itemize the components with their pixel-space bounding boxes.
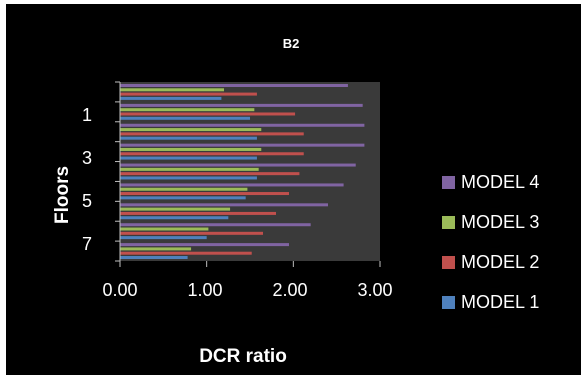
bar-model-1-floor-7 <box>120 236 207 240</box>
bar-model-2-floor-7 <box>120 231 263 235</box>
legend-swatch-model-2 <box>442 255 455 269</box>
y-tick-label: 5 <box>82 191 93 211</box>
legend-item: MODEL 1 <box>442 282 539 322</box>
bar-model-1-floor-6 <box>120 216 229 220</box>
bar-model-3-floor-5 <box>120 187 248 191</box>
bar-model-1-floor-roof <box>120 96 222 100</box>
bar-model-4-floor-roof <box>120 83 348 87</box>
bar-model-1-floor-5 <box>120 196 246 200</box>
bar-model-2-floor-6 <box>120 211 276 215</box>
legend-swatch-model-4 <box>442 175 455 189</box>
chart-area: B2 Floors 1 3 5 7 0.00 1.00 2.00 3.00 DC… <box>6 4 581 375</box>
bar-model-3-floor-3 <box>120 147 262 151</box>
bar-model-2-floor-roof <box>120 92 257 96</box>
bar-model-3-floor-1 <box>120 108 255 112</box>
x-tick-label: 0.00 <box>102 280 138 300</box>
legend-label: MODEL 1 <box>461 291 540 312</box>
y-axis-title: Floors <box>52 165 73 225</box>
plot-svg <box>115 81 381 267</box>
legend-item: MODEL 4 <box>442 162 539 202</box>
bar-model-2-floor-4 <box>120 172 300 176</box>
bar-model-1-floor-2 <box>120 136 257 140</box>
bar-model-3-floor-roof <box>120 88 224 92</box>
bar-model-2-floor-1 <box>120 112 296 116</box>
bar-model-4-floor-3 <box>120 143 365 147</box>
bar-model-1-floor-4 <box>120 176 257 180</box>
bar-model-4-floor-8 <box>120 243 289 247</box>
bar-model-1-floor-8 <box>120 256 188 260</box>
bar-model-1-floor-3 <box>120 156 257 160</box>
chart-title: B2 <box>282 36 300 51</box>
x-axis-title: DCR ratio <box>199 346 287 367</box>
bar-model-4-floor-1 <box>120 103 363 107</box>
bar-model-1-floor-1 <box>120 116 250 120</box>
y-tick-label: 7 <box>82 234 93 254</box>
legend-label: MODEL 3 <box>461 211 540 232</box>
x-tick-label: 1.00 <box>187 280 223 300</box>
x-tick-label: 2.00 <box>272 280 308 300</box>
bar-model-4-floor-6 <box>120 203 328 207</box>
bar-model-4-floor-4 <box>120 163 356 167</box>
bar-model-3-floor-8 <box>120 247 192 251</box>
legend-swatch-model-1 <box>442 295 455 309</box>
legend-item: MODEL 3 <box>442 202 539 242</box>
bar-model-4-floor-2 <box>120 123 365 127</box>
bar-model-4-floor-5 <box>120 183 344 187</box>
bar-model-2-floor-3 <box>120 152 304 156</box>
bar-model-3-floor-2 <box>120 128 262 132</box>
bar-model-3-floor-4 <box>120 167 259 171</box>
y-tick-label: 1 <box>82 105 93 125</box>
bar-model-2-floor-8 <box>120 251 252 255</box>
legend-label: MODEL 4 <box>461 171 540 192</box>
legend: MODEL 4 MODEL 3 MODEL 2 MODEL 1 <box>442 162 539 322</box>
bar-model-3-floor-7 <box>120 227 209 231</box>
bar-model-2-floor-5 <box>120 192 289 196</box>
bar-model-2-floor-2 <box>120 132 304 136</box>
legend-item: MODEL 2 <box>442 242 539 282</box>
bar-model-3-floor-6 <box>120 207 231 211</box>
y-tick-label: 3 <box>82 148 93 168</box>
bar-model-4-floor-7 <box>120 223 311 227</box>
x-tick-label: 3.00 <box>357 280 393 300</box>
legend-label: MODEL 2 <box>461 251 540 272</box>
legend-swatch-model-3 <box>442 215 455 229</box>
plot-background <box>120 82 380 261</box>
